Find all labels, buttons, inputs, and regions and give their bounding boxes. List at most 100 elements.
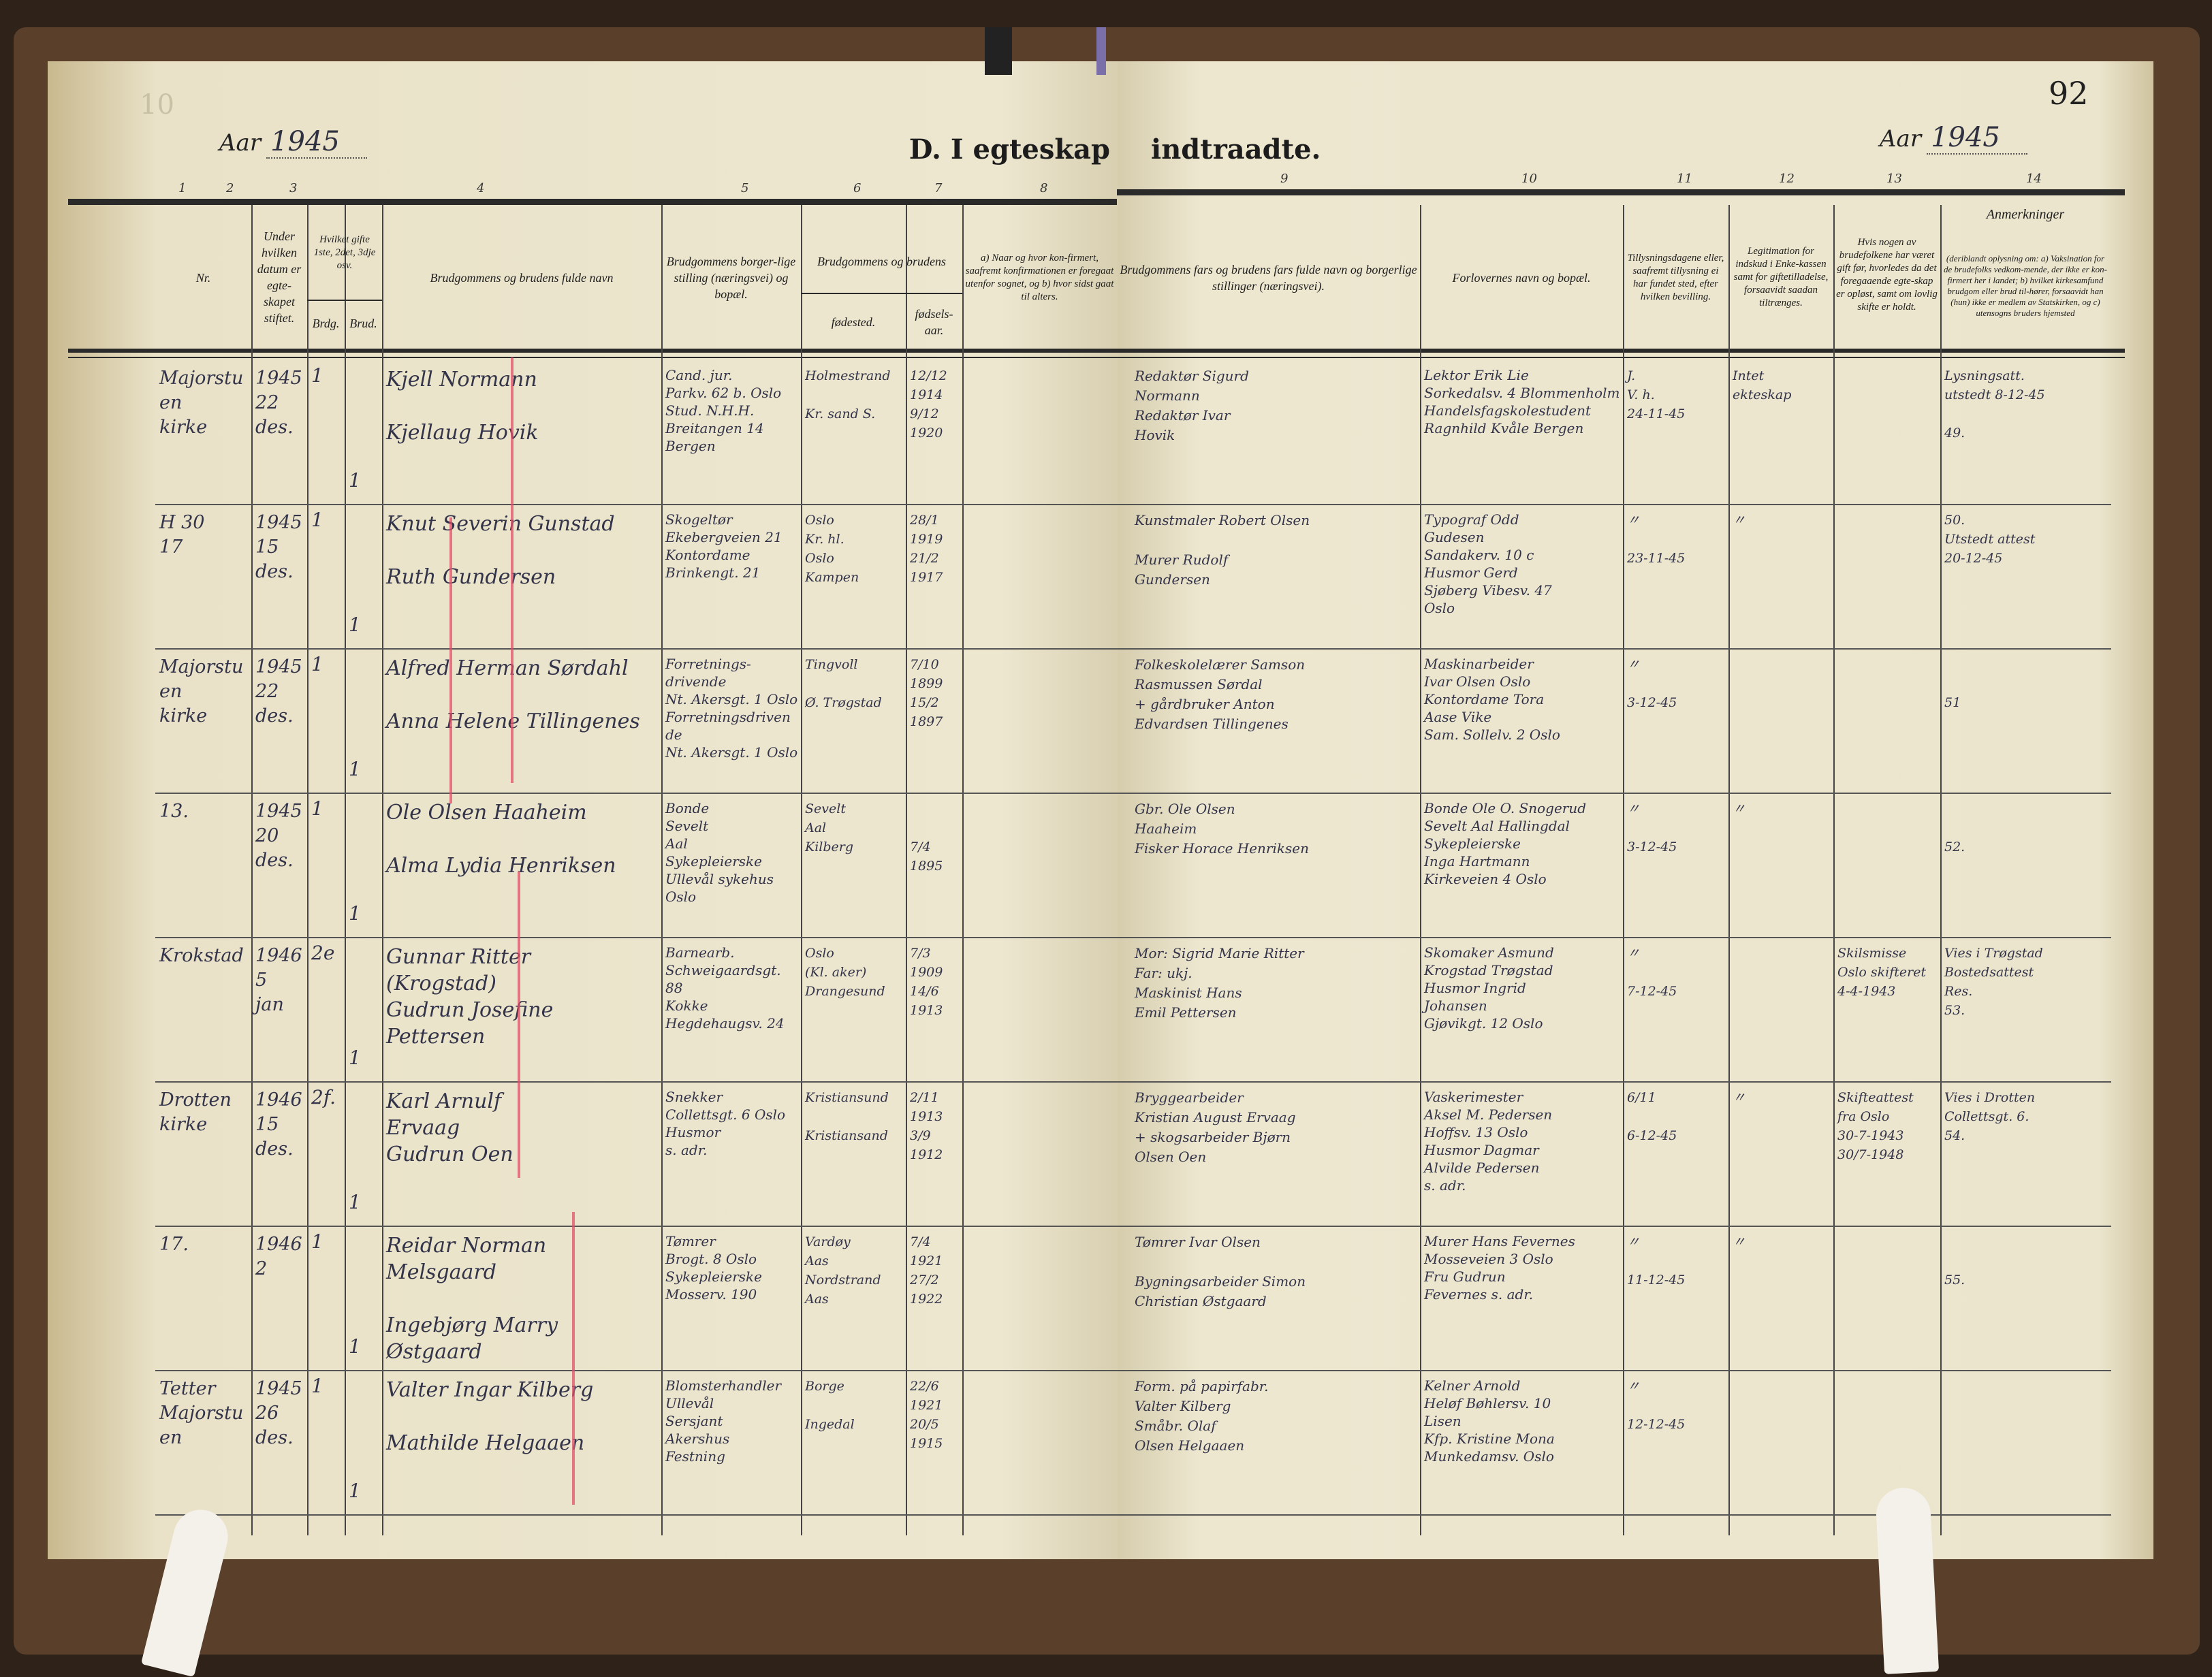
row-rule: [155, 504, 1117, 505]
entry-birthyear: 22/6 1921 20/5 1915: [910, 1379, 943, 1451]
entry-brdg: 1: [311, 1375, 323, 1397]
entry-legitimation: [1733, 655, 1831, 791]
entry-brdg: 2f.: [311, 1086, 336, 1108]
entry-brdg: 1: [311, 653, 323, 675]
bookmark-ribbon: [985, 27, 1012, 75]
entry-date: 1946 5 jan: [255, 945, 302, 1015]
entry-names: Alfred Herman Sørdahl Anna Helene Tillin…: [386, 656, 640, 733]
column-number: 7: [934, 181, 943, 195]
entry-brdg: 1: [311, 1230, 323, 1253]
entry-date: 1946 15 des.: [255, 1089, 302, 1160]
red-pencil-mark: [518, 872, 520, 1178]
entry-birthplace: Kristiansund Kristiansand: [805, 1090, 889, 1143]
entry-fathers: Mor: Sigrid Marie Ritter Far: ukj. Maski…: [1135, 945, 1304, 1021]
column-header-c67: Brudgommens og brudens: [817, 255, 946, 268]
entry-birthplace: Oslo Kr. hl. Oslo Kampen: [805, 513, 859, 585]
column-header-c10: Forlovernes navn og bopæl.: [1452, 270, 1591, 285]
entry-names: Kjell Normann Kjellaug Hovik: [386, 368, 539, 445]
entry-names: Karl Arnulf Ervaag Gudrun Oen: [386, 1089, 514, 1166]
entry-banns: 〃 3-12-45: [1627, 657, 1677, 710]
column-rule: [1728, 205, 1730, 1535]
entry-occupation: Skogeltør Ekebergveien 21 Kontordame Bri…: [665, 511, 783, 581]
entry-previous: [1837, 799, 1938, 936]
entry-date: 1946 2: [255, 1234, 302, 1279]
red-pencil-mark: [449, 517, 452, 803]
entry-remarks: 50. Utstedt attest 20-12-45: [1944, 513, 2036, 566]
column-rule: [345, 205, 346, 1535]
entry-brud: 1: [349, 613, 361, 636]
column-number: 8: [1040, 181, 1048, 195]
entry-brdg: 1: [311, 364, 323, 387]
year-value: 1945: [266, 126, 367, 159]
entry-legitimation: [1733, 944, 1831, 1080]
column-number: 2: [226, 181, 234, 195]
column-header-c3: Hvilket gifte 1ste, 2det, 3dje osv.: [313, 234, 376, 271]
column-header-c14-title: Anmerkninger: [1986, 207, 2065, 222]
column-header-c5: Brudgommens borger-lige stilling (næring…: [666, 254, 796, 301]
column-header-c3b: Brud.: [349, 317, 377, 330]
entry-birthyear: 2/11 1913 3/9 1912: [910, 1090, 943, 1162]
entry-birthplace: Borge Ingedal: [805, 1379, 855, 1432]
entry-names: Ole Olsen Haaheim Alma Lydia Henriksen: [386, 801, 616, 878]
column-header-c11: Tillysningsdagene eller, saafremt tillys…: [1627, 252, 1724, 302]
row-rule: [155, 1081, 1117, 1083]
row-rule: [1117, 504, 2111, 505]
entry-nr: H 30 17: [159, 512, 205, 558]
entry-brud: 1: [349, 1191, 361, 1213]
right-page-number: 92: [2049, 75, 2089, 112]
entry-date: 1945 26 des.: [255, 1378, 302, 1448]
entry-banns: 6/11 6-12-45: [1627, 1090, 1677, 1143]
year-label: Aar: [1880, 125, 1922, 153]
entry-legitimation: [1733, 1377, 1831, 1513]
entry-previous: Skilsmisse Oslo skifteret 4-4-1943: [1837, 946, 1927, 999]
row-rule: [1117, 937, 2111, 938]
red-pencil-mark: [572, 1212, 575, 1505]
entry-nr: 13.: [159, 801, 189, 822]
entry-brdg: 1: [311, 797, 323, 820]
left-page: [48, 61, 1120, 1559]
entry-date: 1945 15 des.: [255, 512, 302, 582]
year-value: 1945: [1927, 122, 2027, 155]
entry-confirmed: [966, 1377, 1114, 1513]
column-number: 6: [853, 181, 862, 195]
row-rule: [1117, 1081, 2111, 1083]
column-header-c4: Brudgommens og brudens fulde navn: [430, 270, 614, 285]
column-number: 5: [741, 181, 749, 195]
entry-occupation: Forretnings- drivende Nt. Akersgt. 1 Osl…: [665, 656, 798, 761]
entry-banns: 〃 3-12-45: [1627, 801, 1677, 855]
entry-fathers: Bryggearbeider Kristian August Ervaag + …: [1135, 1089, 1296, 1165]
entry-witnesses: Bonde Ole O. Snogerud Sevelt Aal Halling…: [1424, 800, 1587, 887]
entry-banns: 〃 12-12-45: [1627, 1379, 1686, 1432]
entry-occupation: Blomsterhandler Ullevål Sersjant Akershu…: [665, 1377, 782, 1465]
entry-birthyear: 7/4 1895: [910, 840, 943, 874]
column-header-c8: a) Naar og hvor kon-firmert, saafremt ko…: [965, 252, 1114, 302]
entry-remarks: Lysningsatt. utstedt 8-12-45 49.: [1944, 368, 2045, 441]
entry-nr: Drotten kirke: [159, 1089, 232, 1135]
entry-previous: [1837, 511, 1938, 647]
year-label: Aar: [219, 129, 262, 157]
row-rule: [155, 648, 1117, 650]
entry-confirmed: [966, 799, 1114, 936]
left-year: Aar 1945: [219, 126, 367, 159]
row-rule: [1117, 1514, 2111, 1516]
entry-previous: [1837, 655, 1938, 791]
entry-fathers: Tømrer Ivar Olsen Bygningsarbeider Simon…: [1135, 1234, 1306, 1309]
column-rule: [382, 205, 383, 1535]
entry-legitimation: Intet ekteskap: [1733, 368, 1792, 402]
entry-legitimation: 〃: [1733, 801, 1746, 816]
red-pencil-mark: [511, 357, 514, 783]
entry-brud: 1: [349, 902, 361, 925]
entry-brud: 1: [349, 1335, 361, 1358]
column-header-c9: Brudgommens fars og brudens fars fulde n…: [1120, 262, 1417, 293]
entry-witnesses: Murer Hans Fevernes Mosseveien 3 Oslo Fr…: [1424, 1233, 1575, 1303]
bookmark-right: [1874, 1486, 1940, 1674]
entry-fathers: Form. på papirfabr. Valter Kilberg Småbr…: [1135, 1378, 1269, 1454]
entry-date: 1945 22 des.: [255, 368, 302, 438]
column-rule: [1623, 205, 1624, 1535]
entry-date: 1945 22 des.: [255, 656, 302, 726]
header-rule-bottom: [68, 349, 2125, 353]
column-header-c3a: Brdg.: [312, 317, 340, 330]
column-header-c13: Hvis nogen av brudefolkene har været gif…: [1836, 237, 1938, 313]
entry-confirmed: [966, 655, 1114, 791]
column-number: 10: [1521, 172, 1537, 186]
